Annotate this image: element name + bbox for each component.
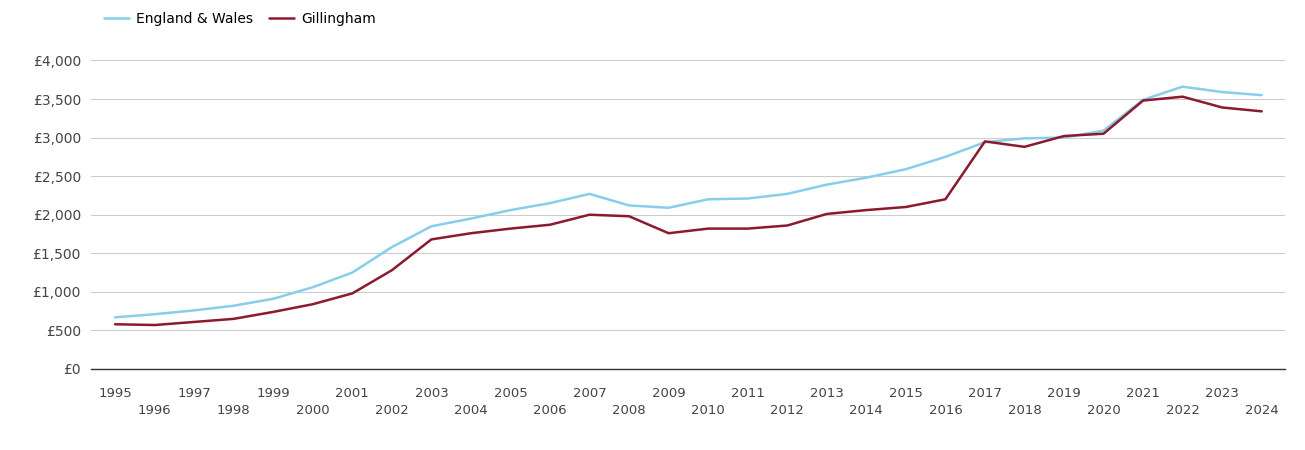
Gillingham (107, 322, 123, 327)
Text: 2006: 2006 (534, 404, 566, 417)
Gillingham (384, 268, 399, 273)
England & Wales (107, 315, 123, 320)
England & Wales (1254, 92, 1270, 98)
Gillingham (977, 139, 993, 144)
Text: 2014: 2014 (850, 404, 883, 417)
Gillingham (820, 211, 835, 216)
England & Wales (502, 207, 518, 213)
Text: 2004: 2004 (454, 404, 488, 417)
Text: 2005: 2005 (493, 387, 527, 400)
Text: 2009: 2009 (651, 387, 685, 400)
Text: 2002: 2002 (375, 404, 408, 417)
Text: 2007: 2007 (573, 387, 607, 400)
England & Wales (265, 296, 281, 302)
Text: 2016: 2016 (929, 404, 962, 417)
Text: 2008: 2008 (612, 404, 646, 417)
Gillingham (701, 226, 716, 231)
England & Wales (146, 311, 162, 317)
Line: Gillingham: Gillingham (115, 97, 1262, 325)
Text: 2012: 2012 (770, 404, 804, 417)
England & Wales (859, 175, 874, 180)
Gillingham (1056, 133, 1071, 139)
England & Wales (345, 270, 360, 275)
Text: 2022: 2022 (1165, 404, 1199, 417)
Gillingham (1135, 98, 1151, 103)
Text: 2011: 2011 (731, 387, 765, 400)
Legend: England & Wales, Gillingham: England & Wales, Gillingham (98, 6, 381, 32)
Gillingham (463, 230, 479, 236)
Line: England & Wales: England & Wales (115, 87, 1262, 317)
Text: 2023: 2023 (1206, 387, 1240, 400)
Gillingham (740, 226, 756, 231)
England & Wales (779, 191, 795, 197)
Text: 2010: 2010 (692, 404, 726, 417)
Gillingham (502, 226, 518, 231)
England & Wales (582, 191, 598, 197)
England & Wales (384, 244, 399, 250)
England & Wales (898, 166, 913, 172)
England & Wales (621, 203, 637, 208)
Text: 2003: 2003 (415, 387, 448, 400)
Text: 2024: 2024 (1245, 404, 1279, 417)
Gillingham (1254, 108, 1270, 114)
Text: 2018: 2018 (1007, 404, 1041, 417)
Gillingham (146, 322, 162, 328)
Gillingham (898, 204, 913, 210)
Gillingham (779, 223, 795, 228)
Gillingham (226, 316, 241, 322)
Text: 1995: 1995 (98, 387, 132, 400)
Gillingham (345, 291, 360, 296)
Gillingham (187, 319, 202, 324)
England & Wales (187, 308, 202, 313)
Text: 1998: 1998 (217, 404, 251, 417)
England & Wales (1017, 135, 1032, 141)
Text: 1996: 1996 (138, 404, 171, 417)
England & Wales (226, 303, 241, 308)
England & Wales (542, 200, 557, 206)
England & Wales (1096, 128, 1112, 133)
Gillingham (305, 302, 321, 307)
Text: 1997: 1997 (177, 387, 211, 400)
Text: 1999: 1999 (256, 387, 290, 400)
Gillingham (265, 309, 281, 315)
Gillingham (859, 207, 874, 213)
Gillingham (424, 237, 440, 242)
Gillingham (937, 197, 953, 202)
England & Wales (660, 205, 676, 211)
Gillingham (542, 222, 557, 227)
England & Wales (1135, 97, 1151, 103)
Text: 2000: 2000 (296, 404, 330, 417)
England & Wales (1056, 135, 1071, 140)
Gillingham (1096, 131, 1112, 136)
Gillingham (582, 212, 598, 217)
Text: 2019: 2019 (1047, 387, 1081, 400)
England & Wales (1215, 90, 1231, 95)
Gillingham (660, 230, 676, 236)
England & Wales (305, 284, 321, 290)
England & Wales (937, 154, 953, 160)
Text: 2001: 2001 (335, 387, 369, 400)
Gillingham (1174, 94, 1190, 99)
Text: 2020: 2020 (1087, 404, 1121, 417)
England & Wales (1174, 84, 1190, 90)
Text: 2013: 2013 (810, 387, 844, 400)
Gillingham (1017, 144, 1032, 149)
Text: 2017: 2017 (968, 387, 1002, 400)
Text: 2015: 2015 (889, 387, 923, 400)
Text: 2021: 2021 (1126, 387, 1160, 400)
England & Wales (820, 182, 835, 187)
Gillingham (1215, 105, 1231, 110)
England & Wales (424, 224, 440, 229)
England & Wales (701, 197, 716, 202)
England & Wales (740, 196, 756, 201)
England & Wales (463, 216, 479, 221)
Gillingham (621, 214, 637, 219)
England & Wales (977, 140, 993, 145)
